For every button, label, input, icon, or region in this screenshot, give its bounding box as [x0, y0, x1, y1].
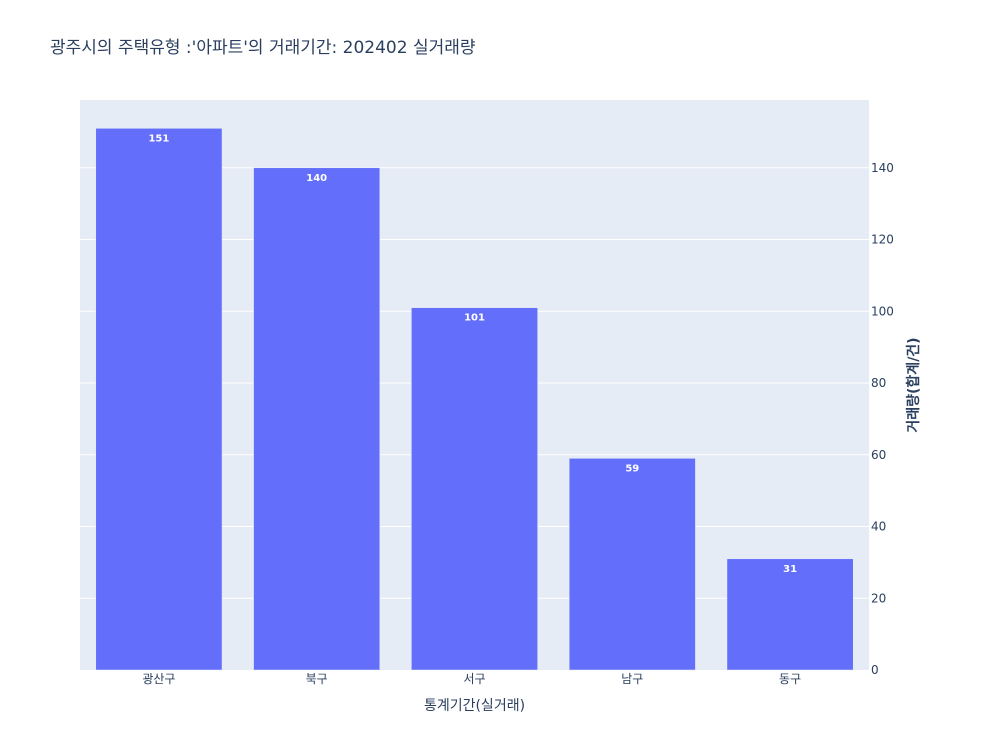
bar-labels: 151 140 101 59 31 — [148, 133, 797, 574]
y-tick-label: 40 — [871, 520, 886, 534]
x-tick-label: 서구 — [463, 672, 485, 686]
chart-title: 광주시의 주택유형 :'아파트'의 거래기간: 202402 실거래량 — [50, 38, 476, 58]
bars — [95, 128, 854, 671]
y-tick-label: 20 — [871, 591, 886, 605]
bar-value-label: 31 — [783, 564, 797, 575]
y-axis-ticks: 0 20 40 60 80 100 120 140 — [871, 161, 894, 677]
bar-value-label: 151 — [148, 133, 169, 144]
y-tick-label: 120 — [871, 233, 894, 247]
bar — [411, 307, 538, 671]
bar — [253, 167, 381, 671]
x-tick-label: 남구 — [621, 672, 643, 686]
bar-value-label: 140 — [306, 173, 327, 184]
y-axis-title: 거래량(합계/건) — [905, 337, 922, 432]
y-tick-label: 100 — [871, 304, 894, 318]
x-axis-title: 통계기간(실거래) — [424, 698, 525, 714]
bar — [726, 558, 854, 671]
y-tick-label: 60 — [871, 448, 886, 462]
bar — [95, 128, 223, 671]
x-tick-label: 동구 — [779, 672, 801, 686]
bar-value-label: 101 — [464, 313, 485, 324]
bar — [568, 458, 696, 671]
y-tick-label: 80 — [871, 376, 886, 390]
x-tick-label: 북구 — [306, 672, 328, 686]
x-axis-ticks: 광산구 북구 서구 남구 동구 — [142, 672, 801, 686]
y-tick-label: 0 — [871, 663, 879, 677]
x-tick-label: 광산구 — [142, 672, 175, 686]
y-tick-label: 140 — [871, 161, 894, 175]
bar-value-label: 59 — [625, 463, 639, 474]
